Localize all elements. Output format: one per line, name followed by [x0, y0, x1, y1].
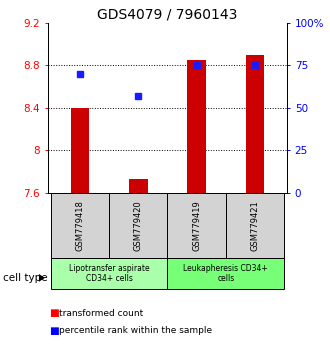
Text: ■: ■	[49, 308, 59, 318]
Bar	[129, 179, 148, 193]
Text: Lipotransfer aspirate
CD34+ cells: Lipotransfer aspirate CD34+ cells	[69, 264, 149, 283]
Title: GDS4079 / 7960143: GDS4079 / 7960143	[97, 8, 238, 22]
Bar	[51, 193, 109, 258]
Polygon shape	[39, 274, 45, 282]
Bar	[168, 193, 226, 258]
Bar	[246, 55, 264, 193]
Text: cell type: cell type	[3, 273, 48, 283]
Text: GSM779420: GSM779420	[134, 200, 143, 251]
Bar	[168, 258, 284, 289]
Text: ■: ■	[49, 326, 59, 336]
Text: GSM779418: GSM779418	[76, 200, 84, 251]
Text: Leukapheresis CD34+
cells: Leukapheresis CD34+ cells	[183, 264, 268, 283]
Text: GSM779419: GSM779419	[192, 200, 201, 251]
Text: percentile rank within the sample: percentile rank within the sample	[59, 326, 212, 336]
Bar	[187, 60, 206, 193]
Bar	[109, 193, 168, 258]
Text: GSM779421: GSM779421	[250, 200, 259, 251]
Bar	[71, 108, 89, 193]
Bar	[226, 193, 284, 258]
Text: transformed count: transformed count	[59, 309, 143, 318]
Bar	[51, 258, 168, 289]
